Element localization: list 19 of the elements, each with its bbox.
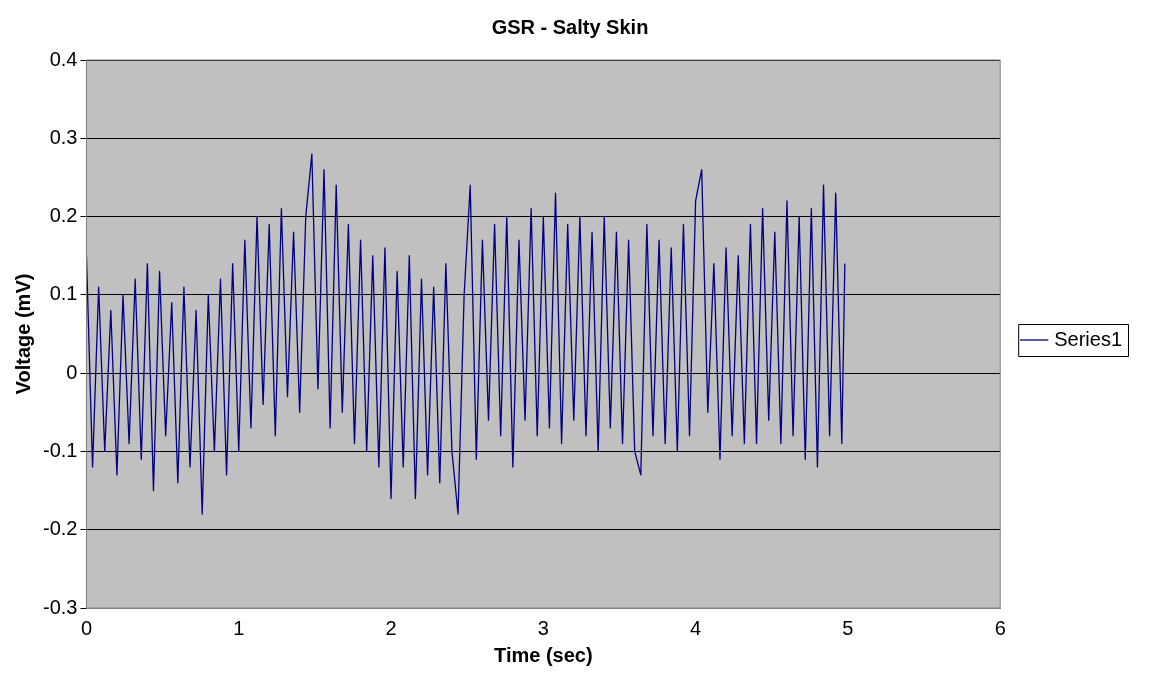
- y-tick-label: -0.2: [42, 517, 78, 540]
- x-tick-label: 4: [690, 616, 702, 639]
- legend-label: Series1: [1054, 327, 1122, 350]
- x-tick-label: 0: [80, 616, 93, 639]
- x-tick-label: 2: [385, 616, 397, 639]
- y-tick-label: -0.3: [42, 595, 78, 618]
- y-tick-label: 0.3: [49, 125, 78, 148]
- chart-title: GSR - Salty Skin: [491, 15, 649, 38]
- x-tick-label: 6: [994, 616, 1006, 639]
- y-tick-label: 0.2: [49, 204, 78, 227]
- y-tick-label: 0.1: [49, 282, 78, 305]
- x-tick-label: 5: [842, 616, 854, 639]
- y-axis-title: Voltage (mV): [11, 273, 34, 395]
- y-tick-label: -0.1: [42, 438, 78, 461]
- y-tick-label: 0.4: [49, 47, 78, 70]
- x-tick-label: 3: [537, 616, 549, 639]
- x-axis-title: Time (sec): [494, 643, 593, 666]
- y-tick-label: 0: [66, 360, 78, 383]
- x-tick-label: 1: [233, 616, 245, 639]
